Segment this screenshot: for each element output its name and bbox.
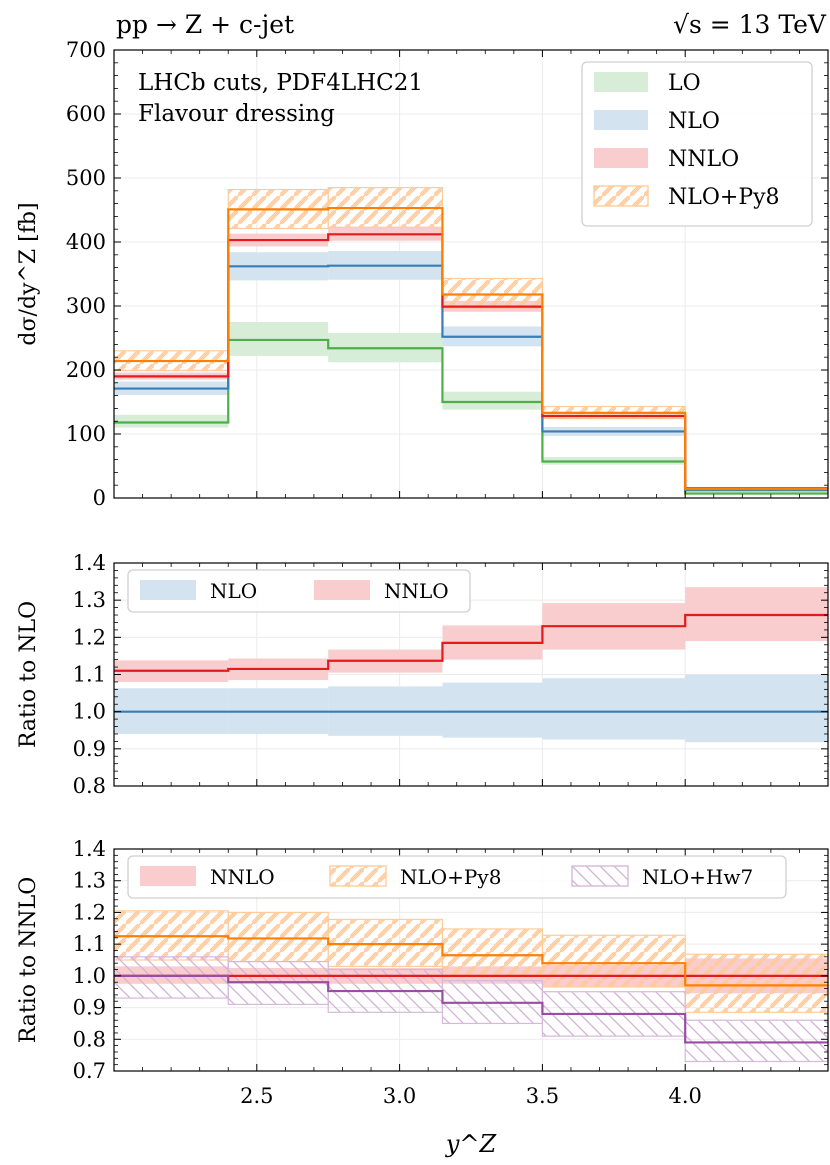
band-nlo-hw7 [113,956,229,999]
y-tick-label: 1.0 [73,700,106,724]
y-axis-label: dσ/dy^Z [fb] [16,202,41,345]
legend-swatch-nlo-hw7 [571,865,629,887]
band-lo [442,391,543,410]
legend-box [581,61,813,227]
y-tick-label: 500 [66,166,106,190]
legend-top: LO NLO NNLO NLO+Py8 [581,61,813,227]
legend-bottom: NNLO NLO+Py8 NLO+Hw7 [127,855,787,899]
line-nnlo [114,613,828,672]
y-tick-label: 200 [66,358,106,382]
legend-label-nlo-hw7: NLO+Hw7 [642,865,753,889]
legend-swatch-nlo-py8 [593,185,649,207]
x-tick-label: 3.0 [383,1084,416,1108]
title-left: pp → Z + c-jet [116,10,294,39]
band-nlo-py8 [441,928,544,979]
y-tick-label: 100 [66,422,106,446]
legend-label-lo: LO [668,71,701,96]
legend-swatch-nlo [594,110,648,130]
legend-middle: NLO NNLO [127,569,471,613]
y-tick-label: 1.1 [73,663,106,687]
band-nlo-py8 [227,911,329,963]
legend-swatch-nlo-py8 [329,865,387,887]
y-tick-label: 1.4 [73,551,106,575]
legend-swatch-nnlo [314,580,370,600]
y-tick-label: 1.2 [73,625,106,649]
axes-frame [113,49,829,499]
y-tick-label: 0.9 [73,996,106,1020]
band-lo [114,414,229,428]
legend-swatch-nnlo [140,866,196,886]
y-tick-label: 700 [66,38,106,62]
y-axis-label: Ratio to NLO [16,601,41,748]
y-tick-label: 0.8 [73,1027,106,1051]
y-tick-label: 0.7 [73,1059,106,1083]
band-nlo [442,682,543,738]
x-tick-label: 4.0 [668,1084,701,1108]
line-nlo-py8 [114,935,828,987]
y-tick-label: 1.0 [73,964,106,988]
panel-3: 0.7 0.8 0.9 1.0 1.1 1.2 1.3 1.4 2.5 3.0 3.5 4.0 Rati… [16,837,829,1108]
legend-box [127,569,471,613]
legend-label-nnlo: NNLO [384,579,449,603]
y-tick-label: 300 [66,294,106,318]
legend-label-nlo: NLO [210,579,257,603]
legend-swatch-lo [594,72,648,92]
legend-label-nlo-py8: NLO+Py8 [400,865,501,889]
title-right: √s = 13 TeV [673,10,827,39]
y-tick-label: 0.8 [73,774,106,798]
line-nlo-py8 [114,206,828,491]
legend-label-nnlo: NNLO [668,147,739,172]
y-axis-label: Ratio to NNLO [16,877,41,1044]
band-nlo-py8 [684,953,829,1013]
y-tick-label: 400 [66,230,106,254]
band-nlo [542,678,686,740]
y-tick-label: 0.9 [73,737,106,761]
band-nlo-py8 [327,918,444,967]
axes-frame [113,848,829,1072]
y-tick-label: 600 [66,102,106,126]
legend-label-nlo: NLO [668,109,720,134]
x-axis-label: y^Z [445,1130,498,1158]
band-nlo-hw7 [684,1019,829,1063]
annotation-cuts: LHCb cuts, PDF4LHC21 [138,70,423,96]
band-nlo-py8 [441,277,544,309]
band-nlo [685,674,828,743]
y-tick-label: 1.3 [73,869,106,893]
band-nlo-py8 [541,934,686,988]
panel-1: 0 100 200 300 400 500 600 700 dσ/dy^Z [fb] [16,38,829,510]
legend-swatch-nnlo [594,148,648,168]
legend-label-nlo-py8: NLO+Py8 [668,185,780,210]
line-nlo-hw7 [114,974,828,1044]
legend-swatch-nlo [140,580,196,600]
annotation-dressing: Flavour dressing [138,101,335,127]
y-tick-label: 0 [93,486,106,510]
x-tick-label: 2.5 [240,1084,273,1108]
panel-2: 0.8 0.9 1.0 1.1 1.2 1.3 1.4 Ratio to NLO [16,551,829,798]
y-tick-label: 1.3 [73,588,106,612]
legend-label-nnlo: NNLO [210,865,275,889]
y-tick-label: 1.2 [73,900,106,924]
y-tick-label: 1.1 [73,932,106,956]
x-tick-label: 3.5 [526,1084,559,1108]
y-tick-label: 1.4 [73,837,106,861]
